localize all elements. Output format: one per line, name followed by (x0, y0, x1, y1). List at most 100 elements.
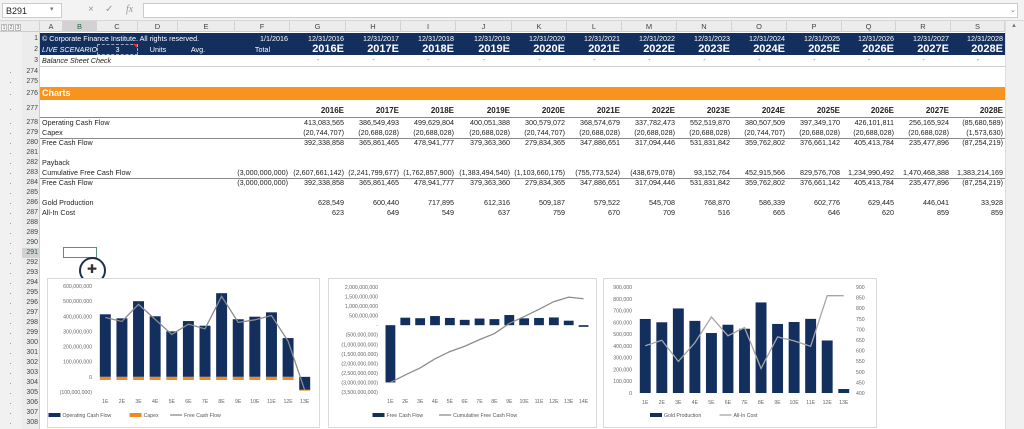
select-all-corner[interactable] (22, 21, 40, 32)
table-cell[interactable]: 347,886,651 (580, 178, 620, 187)
row-header-302[interactable]: 302 (26, 359, 38, 366)
column-header-c[interactable]: C (97, 21, 138, 32)
table-cell[interactable]: 649 (387, 208, 399, 217)
table-cell[interactable]: 600,440 (373, 198, 399, 207)
table-cell[interactable]: 552,519,870 (690, 118, 730, 127)
column-header-p[interactable]: P (787, 21, 842, 32)
table-cell[interactable]: 380,507,509 (745, 118, 785, 127)
table-cell[interactable]: (20,688,028) (853, 128, 894, 137)
table-cell[interactable]: (1,573,630) (966, 128, 1003, 137)
table-cell[interactable]: (85,680,589) (962, 118, 1003, 127)
table-cell[interactable]: 579,522 (594, 198, 620, 207)
table-cell[interactable]: 359,762,802 (745, 178, 785, 187)
table-cell[interactable]: 665 (773, 208, 785, 217)
table-cell[interactable]: 859 (937, 208, 949, 217)
row-header-289[interactable]: 289 (26, 229, 38, 236)
row-header-287[interactable]: 287 (26, 209, 38, 216)
table-cell[interactable]: 405,413,784 (854, 138, 894, 147)
chart-2[interactable]: 2,000,000,000 1,500,000,000 1,000,000,000 5… (328, 278, 597, 428)
table-cell[interactable]: (20,688,028) (469, 128, 510, 137)
column-header-d[interactable]: D (138, 21, 178, 32)
table-cell[interactable]: 365,861,465 (359, 138, 399, 147)
row-header-2[interactable]: 2 (34, 46, 38, 53)
table-cell[interactable]: (2,607,661,142) (293, 168, 344, 177)
table-cell[interactable]: 300,579,072 (525, 118, 565, 127)
row-header-278[interactable]: 278 (26, 119, 38, 126)
table-cell[interactable]: 531,831,842 (690, 178, 730, 187)
table-cell[interactable]: (87,254,219) (962, 138, 1003, 147)
name-box-dropdown-icon[interactable]: ▾ (50, 6, 54, 13)
table-cell[interactable]: 426,101,811 (854, 118, 894, 127)
row-header-298[interactable]: 298 (26, 319, 38, 326)
row-header-284[interactable]: 284 (26, 179, 38, 186)
table-cell[interactable]: 452,915,566 (745, 168, 785, 177)
table-cell[interactable]: (755,773,524) (575, 168, 620, 177)
table-cell[interactable]: 400,051,388 (470, 118, 510, 127)
table-cell[interactable]: (20,744,707) (303, 128, 344, 137)
table-cell[interactable]: 347,886,651 (580, 138, 620, 147)
row-header-277[interactable]: 277 (26, 105, 38, 112)
table-cell[interactable]: 717,895 (428, 198, 454, 207)
row-header-290[interactable]: 290 (26, 239, 38, 246)
table-cell[interactable]: 612,316 (484, 198, 510, 207)
table-cell[interactable]: (20,688,028) (579, 128, 620, 137)
table-cell[interactable]: 359,762,802 (745, 138, 785, 147)
table-cell[interactable]: 317,094,446 (635, 138, 675, 147)
row-header-292[interactable]: 292 (26, 259, 38, 266)
enter-icon[interactable]: ✓ (105, 4, 114, 15)
table-cell[interactable]: 379,363,360 (470, 138, 510, 147)
table-cell[interactable]: 829,576,708 (800, 168, 840, 177)
column-header-f[interactable]: F (235, 21, 290, 32)
row-header-300[interactable]: 300 (26, 339, 38, 346)
row-header-299[interactable]: 299 (26, 329, 38, 336)
table-cell[interactable]: 397,349,170 (800, 118, 840, 127)
row-header-294[interactable]: 294 (26, 279, 38, 286)
table-cell[interactable]: 629,445 (868, 198, 894, 207)
column-header-g[interactable]: G (290, 21, 346, 32)
row-header-295[interactable]: 295 (26, 289, 38, 296)
outline-level-2-button[interactable]: 2 (8, 24, 14, 31)
table-cell[interactable]: 1,234,990,492 (848, 168, 894, 177)
row-header-304[interactable]: 304 (26, 379, 38, 386)
table-cell[interactable]: 279,834,365 (525, 138, 565, 147)
table-cell[interactable]: 1,470,468,388 (903, 168, 949, 177)
table-cell[interactable]: 478,941,777 (414, 138, 454, 147)
row-header-301[interactable]: 301 (26, 349, 38, 356)
outline-level-1-button[interactable]: 1 (1, 24, 7, 31)
row-header-1[interactable]: 1 (34, 35, 38, 42)
column-header-i[interactable]: I (401, 21, 456, 32)
insert-function-icon[interactable]: fx (126, 4, 134, 15)
formula-input[interactable] (143, 3, 1018, 18)
table-cell[interactable]: 586,339 (759, 198, 785, 207)
table-cell[interactable]: 859 (991, 208, 1003, 217)
table-cell[interactable]: (20,688,028) (908, 128, 949, 137)
column-header-h[interactable]: H (346, 21, 401, 32)
row-header-275[interactable]: 275 (26, 78, 38, 85)
row-header-293[interactable]: 293 (26, 269, 38, 276)
table-cell[interactable]: 646 (828, 208, 840, 217)
table-cell[interactable]: (20,744,707) (744, 128, 785, 137)
table-cell[interactable]: (1,103,660,175) (514, 168, 565, 177)
table-cell[interactable]: (20,688,028) (413, 128, 454, 137)
table-cell[interactable]: (2,241,799,677) (348, 168, 399, 177)
table-cell[interactable]: (1,762,857,900) (403, 168, 454, 177)
selected-cell-b291[interactable] (63, 247, 97, 258)
table-cell[interactable]: 478,941,777 (414, 178, 454, 187)
row-header-3[interactable]: 3 (34, 57, 38, 64)
row-header-285[interactable]: 285 (26, 189, 38, 196)
table-cell[interactable]: 549 (442, 208, 454, 217)
table-cell[interactable]: 768,870 (704, 198, 730, 207)
row-header-276[interactable]: 276 (26, 90, 38, 97)
row-header-279[interactable]: 279 (26, 129, 38, 136)
table-cell[interactable]: 759 (553, 208, 565, 217)
table-cell[interactable]: 499,629,804 (414, 118, 454, 127)
row-header-307[interactable]: 307 (26, 409, 38, 416)
table-cell[interactable]: 337,782,473 (635, 118, 675, 127)
table-cell[interactable]: (20,688,028) (799, 128, 840, 137)
table-cell[interactable]: 386,549,493 (359, 118, 399, 127)
table-cell[interactable]: (20,744,707) (524, 128, 565, 137)
column-header-j[interactable]: J (456, 21, 512, 32)
scroll-up-icon[interactable]: ▲ (1011, 23, 1017, 29)
column-header-r[interactable]: R (896, 21, 951, 32)
column-header-o[interactable]: O (732, 21, 787, 32)
